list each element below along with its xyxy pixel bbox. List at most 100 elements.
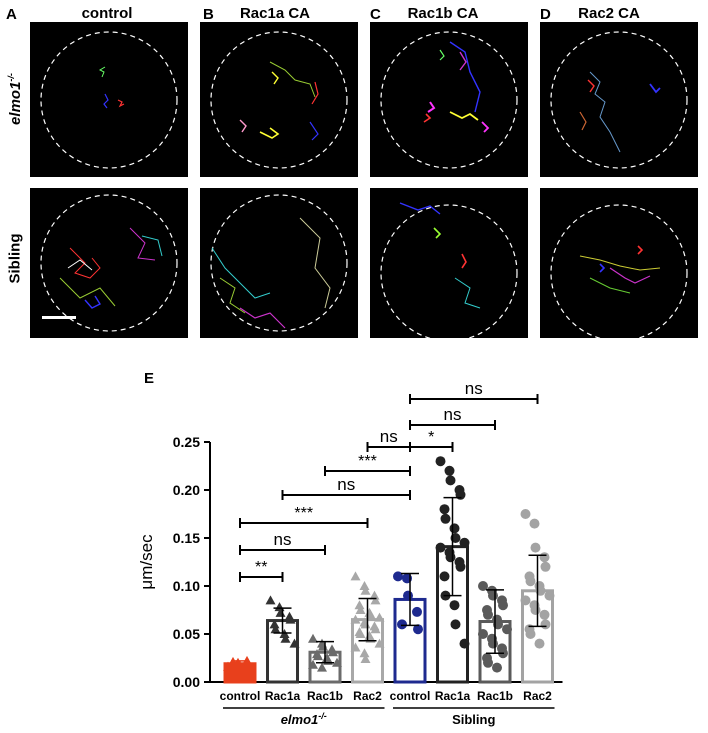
data-point	[445, 475, 456, 486]
track-image-rac2-elmo1	[540, 22, 698, 177]
data-point	[308, 659, 318, 669]
y-tick-label: 0.20	[173, 482, 200, 498]
tracks-svg	[210, 194, 348, 332]
data-point	[435, 456, 446, 467]
data-point	[439, 571, 450, 582]
data-point	[483, 609, 493, 620]
track-image-rac1a-elmo1	[200, 22, 358, 177]
data-point	[530, 542, 541, 553]
x-tick-label: control	[390, 689, 431, 703]
data-point	[444, 465, 455, 476]
data-point	[540, 561, 551, 572]
data-point	[328, 647, 338, 657]
data-point	[370, 595, 381, 605]
data-point	[285, 614, 296, 624]
data-point	[374, 612, 385, 622]
y-axis-label: μm/sec	[137, 534, 156, 590]
significance-label: ns	[465, 385, 483, 398]
data-point	[478, 629, 488, 639]
group-label: Sibling	[452, 712, 495, 727]
tracks-svg	[380, 202, 518, 338]
x-tick-label: Rac2	[353, 689, 382, 703]
bar-chart: 0.00 0.05 0.10 0.15 0.20 0.25 μm/sec control Rac…	[137, 385, 563, 727]
tracks-svg	[550, 204, 688, 338]
data-point	[450, 619, 461, 630]
data-point	[435, 542, 446, 553]
data-point	[397, 619, 407, 630]
row-label-sibling: Sibling	[6, 233, 24, 284]
track-image-rac1b-sibling	[370, 188, 528, 338]
data-point	[445, 552, 456, 563]
data-point	[332, 657, 342, 667]
data-point	[313, 651, 323, 661]
x-tick-label: control	[220, 689, 261, 703]
data-point	[488, 590, 498, 601]
track-image-rac2-sibling	[540, 188, 698, 338]
panel-title-rac1b-ca: Rac1b CA	[407, 5, 479, 22]
data-point	[317, 662, 327, 672]
data-point	[459, 537, 470, 548]
data-point	[459, 638, 470, 649]
tracks-svg	[550, 31, 688, 169]
data-point	[502, 624, 512, 635]
data-point	[498, 600, 508, 611]
tracks-svg	[40, 31, 178, 169]
data-point	[350, 571, 361, 581]
track-image-rac1b-elmo1	[370, 22, 528, 177]
data-point	[270, 624, 281, 634]
y-tick-label: 0.10	[173, 578, 200, 594]
panel-letter-e: E	[144, 370, 155, 387]
panel-letter-c: C	[370, 6, 381, 23]
scale-bar	[42, 316, 76, 319]
significance-label: ns	[380, 427, 398, 446]
data-point	[354, 600, 365, 610]
data-point	[350, 614, 361, 624]
data-point	[289, 638, 300, 648]
track-image-control-sibling	[30, 188, 188, 338]
panel-title-control: control	[81, 5, 133, 22]
data-point	[360, 585, 371, 595]
y-tick-label: 0.00	[173, 674, 200, 690]
data-point	[360, 653, 371, 663]
tracks-svg	[40, 194, 178, 332]
significance-label: ns	[274, 530, 292, 549]
row-label-elmo1: elmo1-/-	[6, 73, 24, 125]
data-point	[520, 595, 531, 606]
data-point	[539, 552, 550, 563]
data-point	[520, 509, 531, 519]
data-point	[488, 638, 498, 649]
data-point	[355, 629, 366, 638]
data-point	[449, 523, 460, 534]
tracks-svg	[210, 31, 348, 169]
track-image-control-elmo1	[30, 22, 188, 177]
data-point	[359, 648, 370, 658]
data-point	[243, 658, 253, 668]
data-point	[534, 638, 545, 649]
x-tick-label: Rac1b	[307, 689, 343, 703]
significance-label: ***	[358, 453, 377, 470]
data-point	[265, 595, 276, 605]
y-tick-label: 0.25	[173, 434, 200, 450]
data-point	[403, 590, 413, 601]
data-point	[492, 662, 502, 673]
data-point	[544, 590, 555, 601]
data-point	[350, 642, 361, 652]
y-tick-label: 0.15	[173, 530, 200, 546]
data-point	[455, 561, 466, 572]
data-point	[440, 513, 451, 524]
x-tick-label: Rac2	[523, 689, 552, 703]
panel-letter-a: A	[6, 6, 17, 23]
data-point	[359, 581, 370, 590]
track-image-rac1a-sibling	[200, 188, 358, 338]
data-point	[369, 590, 380, 600]
x-tick-label: Rac1a	[435, 689, 471, 703]
data-point	[413, 624, 423, 635]
data-point	[525, 576, 536, 587]
significance-label: ns	[337, 475, 355, 494]
data-point	[449, 600, 460, 611]
significance-label: ***	[294, 505, 313, 522]
data-point	[393, 571, 403, 582]
significance-label: ns	[444, 405, 462, 424]
data-point	[539, 609, 550, 620]
data-point	[355, 605, 366, 614]
